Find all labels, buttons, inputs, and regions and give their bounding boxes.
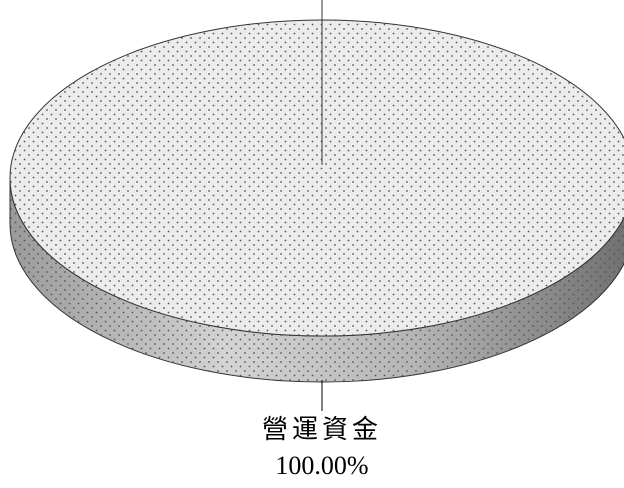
pie-slice-side-pattern-0 [10, 178, 624, 382]
data-label-0: 營運資金 100.00% [212, 412, 432, 484]
data-label-category: 營運資金 [261, 415, 382, 444]
pie-slice-top-pattern-0 [10, 20, 624, 336]
data-label-percent: 100.00% [275, 451, 369, 480]
